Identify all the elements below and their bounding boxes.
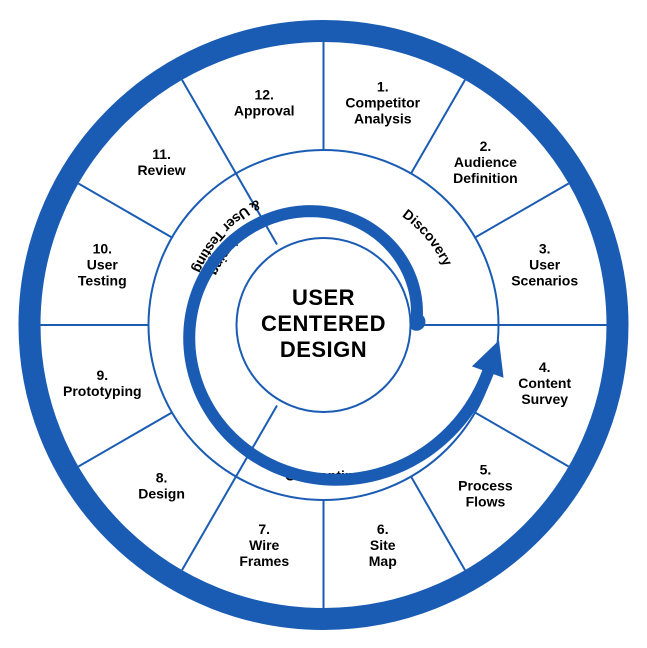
- segment-label-line: Audience: [454, 154, 517, 170]
- segment-label-line: Map: [369, 553, 397, 569]
- segment-label-line: Frames: [239, 553, 289, 569]
- segment-label-line: User: [529, 256, 561, 272]
- segment-number: 4.: [539, 359, 551, 375]
- segment-label-line: Analysis: [354, 111, 412, 127]
- segment-9: 9.Prototyping: [63, 367, 142, 399]
- segment-label-line: Definition: [453, 170, 518, 186]
- segment-number: 9.: [96, 367, 108, 383]
- segment-12: 12.Approval: [234, 87, 295, 119]
- segment-2: 2.AudienceDefinition: [453, 138, 518, 186]
- segment-3: 3.UserScenarios: [511, 240, 578, 288]
- segment-label-line: Design: [138, 486, 185, 502]
- segment-number: 2.: [480, 138, 492, 154]
- ucd-cycle-diagram: 1.CompetitorAnalysis 2.AudienceDefinition…: [0, 0, 647, 648]
- phase-label-discovery: Discovery: [400, 206, 456, 269]
- segment-label-line: Scenarios: [511, 272, 578, 288]
- segment-number: 1.: [377, 79, 389, 95]
- segment-label-line: Prototyping: [63, 383, 142, 399]
- segment-label-line: Flows: [466, 494, 506, 510]
- segment-label-line: User: [87, 256, 119, 272]
- segment-divider: [182, 477, 236, 571]
- segment-8: 8.Design: [138, 470, 185, 502]
- segment-label-line: Survey: [521, 391, 568, 407]
- segment-label-line: Approval: [234, 103, 295, 119]
- segment-label-line: Review: [137, 162, 185, 178]
- segment-label-line: Content: [518, 375, 571, 391]
- segment-label-line: Competitor: [345, 95, 420, 111]
- segment-1: 1.CompetitorAnalysis: [345, 79, 420, 127]
- center-title-line1: USER: [292, 285, 355, 310]
- segment-number: 6.: [377, 521, 389, 537]
- segment-number: 7.: [258, 521, 270, 537]
- segment-number: 8.: [156, 470, 168, 486]
- segment-6: 6.SiteMap: [369, 521, 397, 569]
- segment-10: 10.UserTesting: [78, 240, 127, 288]
- segment-4: 4.ContentSurvey: [518, 359, 571, 407]
- segment-number: 5.: [480, 462, 492, 478]
- segment-divider: [475, 184, 569, 238]
- segment-divider: [78, 413, 172, 467]
- segment-label-line: Testing: [78, 272, 127, 288]
- segment-label-line: Site: [370, 537, 396, 553]
- segment-divider: [78, 184, 172, 238]
- segment-5: 5.ProcessFlows: [458, 462, 513, 510]
- center-title-line3: DESIGN: [280, 337, 367, 362]
- segment-number: 12.: [254, 87, 273, 103]
- segment-number: 3.: [539, 240, 551, 256]
- segment-7: 7.WireFrames: [239, 521, 289, 569]
- segment-divider: [475, 413, 569, 467]
- segment-divider: [182, 80, 236, 174]
- segment-11: 11.Review: [137, 146, 185, 178]
- segment-number: 10.: [93, 240, 112, 256]
- segment-number: 11.: [152, 146, 171, 162]
- segment-label-line: Wire: [249, 537, 279, 553]
- segment-label-line: Process: [458, 478, 513, 494]
- center-title-line2: CENTERED: [261, 311, 386, 336]
- segment-divider: [411, 477, 465, 571]
